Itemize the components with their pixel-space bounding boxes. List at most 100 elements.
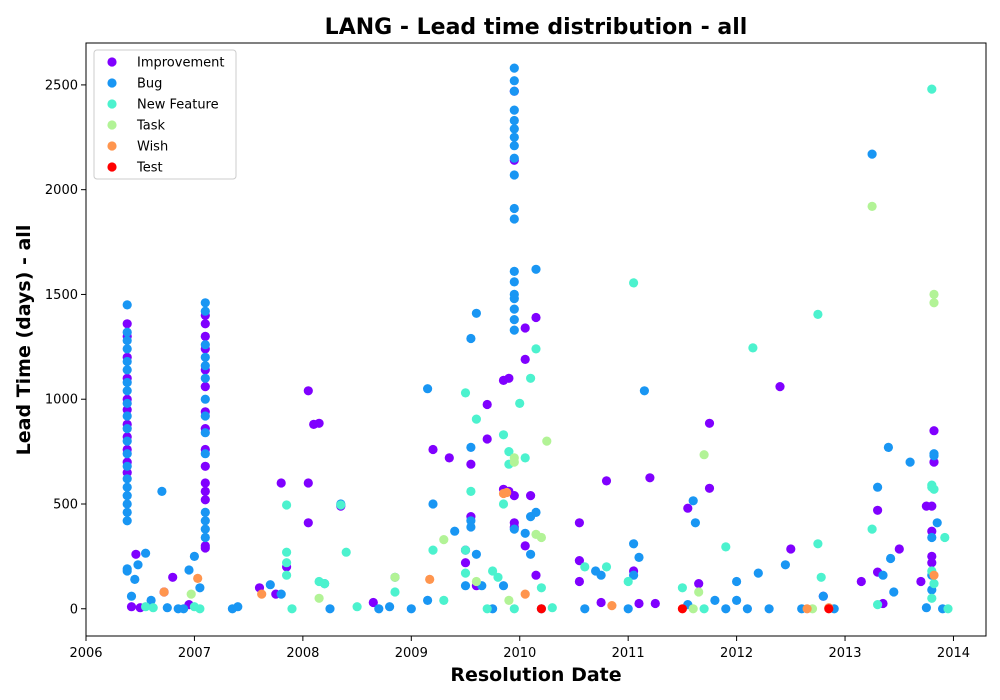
point-bug-85 [509,266,519,276]
point-task-3 [439,535,449,545]
point-new-feature-1 [148,603,158,613]
point-bug-27 [157,486,167,496]
point-improvement-58 [509,491,519,501]
y-tick-label: 2000 [45,183,78,198]
point-bug-124 [883,442,894,452]
legend-box [93,49,237,180]
point-improvement-71 [601,476,612,486]
point-new-feature-25 [498,430,509,440]
point-bug-93 [520,528,530,538]
point-new-feature-11 [336,500,346,510]
point-wish-1 [193,573,203,584]
legend-marker-improvement [107,57,117,67]
point-improvement-29 [200,495,210,505]
x-axis-label: Resolution Date [450,664,621,686]
point-new-feature-45 [813,539,823,549]
y-axis: 0 500 1000 1500 2000 2500 [45,78,86,617]
point-new-feature-36 [580,562,590,572]
point-improvement-78 [704,418,715,428]
point-wish-8 [802,604,812,614]
point-wish-2 [257,589,267,599]
point-improvement-92 [927,551,937,562]
point-bug-91 [509,325,519,335]
point-improvement-18 [200,319,210,329]
point-bug-61 [428,499,438,509]
point-new-feature-3 [195,604,205,614]
x-tick-label: 2010 [503,646,536,661]
point-improvement-84 [873,505,883,515]
point-bug-128 [921,603,932,613]
point-new-feature-56 [940,532,950,543]
point-test-1 [677,604,688,614]
point-bug-134 [932,518,942,528]
point-bug-58 [406,604,416,614]
point-improvement-63 [520,541,530,551]
point-bug-92 [509,524,519,534]
x-tick-label: 2009 [395,646,428,661]
point-task-9 [536,532,547,543]
point-bug-24 [133,560,143,570]
point-bug-33 [195,583,205,593]
point-bug-78 [509,124,519,134]
point-new-feature-38 [623,576,633,587]
point-bug-18 [122,507,132,517]
point-new-feature-42 [721,542,731,552]
point-new-feature-39 [629,278,639,288]
point-bug-68 [471,308,481,318]
legend-label-improvement: Improvement [137,56,224,71]
point-test-2 [824,604,834,614]
point-bug-65 [466,516,476,526]
y-tick-label: 1000 [45,393,78,408]
point-new-feature-10 [320,579,330,589]
point-task-17 [929,298,939,308]
point-wish-10 [929,570,939,580]
point-improvement-46 [460,558,471,568]
point-new-feature-0 [141,602,151,612]
point-new-feature-17 [460,388,471,398]
point-bug-66 [466,333,476,344]
point-bug-84 [509,214,519,224]
point-improvement-37 [303,518,313,528]
point-improvement-27 [200,478,210,488]
legend: Improvement Bug New Feature Task Wish Test [93,49,237,180]
point-improvement-90 [927,501,937,511]
point-bug-88 [509,294,519,304]
x-tick-label: 2007 [178,646,211,661]
point-wish-5 [502,487,512,498]
point-bug-121 [867,149,877,159]
point-bug-81 [509,153,519,163]
legend-label-wish: Wish [137,140,168,155]
chart-title: LANG - Lead time distribution - all [325,15,748,40]
point-new-feature-44 [813,309,823,319]
point-improvement-36 [303,386,313,396]
point-bug-46 [200,524,210,534]
point-bug-102 [623,604,633,614]
point-improvement-15 [168,572,178,582]
point-new-feature-48 [873,600,883,610]
point-wish-0 [159,587,169,597]
point-bug-99 [580,604,590,614]
point-bug-79 [509,132,519,142]
point-wish-7 [607,601,617,611]
point-bug-37 [200,352,210,362]
point-new-feature-46 [816,572,826,582]
point-improvement-0 [122,319,132,329]
point-bug-117 [780,560,791,570]
point-bug-23 [130,574,140,585]
point-new-feature-18 [460,545,471,555]
point-improvement-44 [444,453,454,463]
point-improvement-11 [126,602,137,612]
y-tick-label: 500 [53,497,78,512]
point-bug-69 [471,549,481,559]
point-new-feature-54 [929,579,939,589]
point-new-feature-57 [943,604,953,614]
point-task-0 [186,589,196,599]
point-bug-101 [596,570,606,580]
y-tick-label: 2500 [45,78,78,93]
point-new-feature-31 [520,453,530,463]
point-new-feature-21 [471,414,481,424]
point-bug-104 [629,570,639,580]
point-bug-35 [200,306,210,316]
point-new-feature-12 [341,547,351,557]
